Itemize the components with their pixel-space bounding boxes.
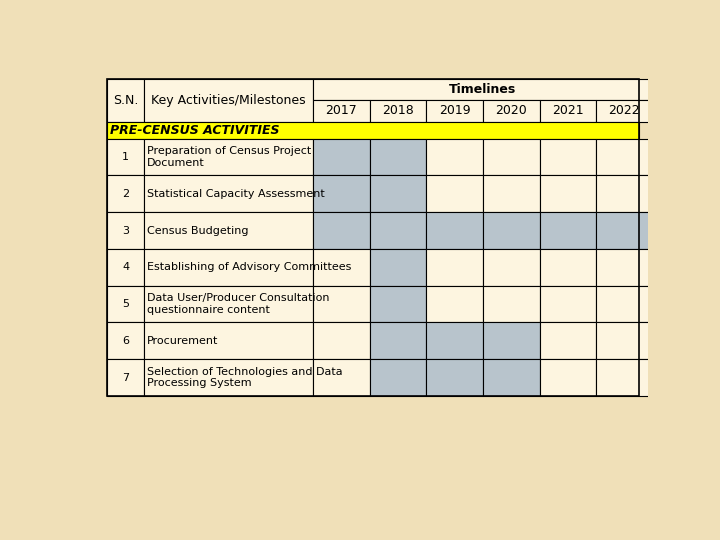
Bar [107, 176, 144, 212]
Bar [426, 359, 483, 396]
Text: Selection of Technologies and Data
Processing System: Selection of Technologies and Data Proce… [148, 367, 343, 388]
Bar [313, 322, 370, 359]
Bar [596, 359, 652, 396]
Bar [539, 139, 596, 176]
Bar [426, 286, 483, 322]
Bar [539, 100, 596, 122]
Bar [313, 100, 370, 122]
Bar [426, 100, 483, 122]
Text: 6: 6 [122, 336, 129, 346]
Bar [370, 176, 426, 212]
Bar [107, 249, 144, 286]
Text: S.N.: S.N. [113, 94, 138, 107]
Bar [107, 139, 144, 176]
Text: 5: 5 [122, 299, 129, 309]
Bar [596, 249, 652, 286]
Text: 3: 3 [122, 226, 129, 235]
Bar [313, 176, 370, 212]
Text: 1: 1 [122, 152, 129, 162]
Bar [107, 286, 144, 322]
Bar [483, 359, 539, 396]
Text: Statistical Capacity Assessment: Statistical Capacity Assessment [148, 189, 325, 199]
Bar [596, 139, 652, 176]
Bar [483, 286, 539, 322]
Bar [313, 79, 652, 100]
Bar [426, 322, 483, 359]
Bar [313, 212, 370, 249]
Bar [313, 286, 370, 322]
Bar [144, 212, 313, 249]
Bar [539, 286, 596, 322]
Text: Census Budgeting: Census Budgeting [148, 226, 249, 235]
Bar [370, 249, 426, 286]
Bar [107, 322, 144, 359]
Bar [144, 322, 313, 359]
Text: 2018: 2018 [382, 105, 414, 118]
Bar [426, 176, 483, 212]
Bar [596, 100, 652, 122]
Bar [539, 322, 596, 359]
Text: 2020: 2020 [495, 105, 527, 118]
Text: Procurement: Procurement [148, 336, 219, 346]
Text: 7: 7 [122, 373, 129, 382]
Bar [107, 79, 144, 122]
Bar [370, 100, 426, 122]
Bar [107, 122, 639, 139]
Bar [144, 176, 313, 212]
Bar [539, 249, 596, 286]
Bar [596, 322, 652, 359]
Bar [483, 322, 539, 359]
Text: 4: 4 [122, 262, 129, 272]
Bar [539, 176, 596, 212]
Bar [107, 212, 144, 249]
Bar [370, 322, 426, 359]
Bar [107, 359, 144, 396]
Bar [483, 212, 539, 249]
Bar [483, 139, 539, 176]
Text: Preparation of Census Project
Document: Preparation of Census Project Document [148, 146, 312, 168]
Bar [483, 176, 539, 212]
Bar [370, 139, 426, 176]
Bar [144, 249, 313, 286]
Bar [426, 249, 483, 286]
Bar [596, 286, 652, 322]
Bar [144, 139, 313, 176]
Text: 2: 2 [122, 189, 129, 199]
Text: Timelines: Timelines [449, 83, 516, 96]
Bar [596, 212, 652, 249]
Bar [313, 249, 370, 286]
Bar [596, 176, 652, 212]
Text: 2022: 2022 [608, 105, 640, 118]
Bar [426, 212, 483, 249]
Bar [483, 249, 539, 286]
Text: PRE-CENSUS ACTIVITIES: PRE-CENSUS ACTIVITIES [110, 124, 279, 137]
Bar [539, 359, 596, 396]
Bar [370, 286, 426, 322]
Bar [539, 212, 596, 249]
Bar [144, 359, 313, 396]
Bar [426, 139, 483, 176]
Bar [483, 100, 539, 122]
Bar [107, 79, 639, 396]
Bar [144, 79, 313, 122]
Bar [313, 139, 370, 176]
Text: 2017: 2017 [325, 105, 357, 118]
Bar [370, 359, 426, 396]
Text: 2019: 2019 [438, 105, 470, 118]
Text: Establishing of Advisory Committees: Establishing of Advisory Committees [148, 262, 352, 272]
Bar [313, 359, 370, 396]
Bar [144, 286, 313, 322]
Bar [370, 212, 426, 249]
Text: Key Activities/Milestones: Key Activities/Milestones [151, 94, 306, 107]
Text: 2021: 2021 [552, 105, 584, 118]
Text: Data User/Producer Consultation
questionnaire content: Data User/Producer Consultation question… [148, 293, 330, 315]
